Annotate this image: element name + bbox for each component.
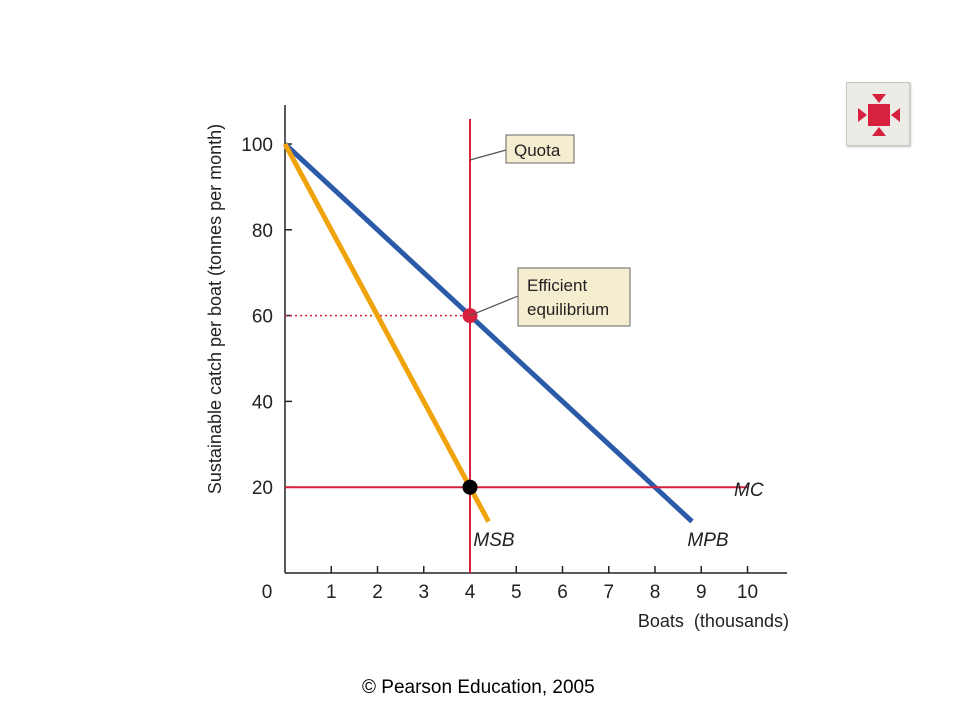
x-tick-label: 3 [418,582,429,603]
x-tick-label: 9 [696,582,707,603]
y-tick-label: 60 [252,307,273,328]
x-tick-label: 4 [465,582,476,603]
x-tick-label: 7 [603,582,614,603]
x-tick-label: 1 [326,582,337,603]
y-tick-label: 40 [252,392,273,413]
quota-callout-text: Quota [514,141,561,160]
efficient-callout-line1: Efficient [527,276,587,295]
market-equilibrium-point [462,479,478,495]
series-label-mpb: MPB [687,530,729,551]
series-line-mpb [283,142,694,524]
quota-callout-box [505,134,575,164]
y-tick-label: 100 [241,135,273,156]
efficient-callout-line2: equilibrium [527,300,609,319]
y-tick-label: 20 [252,478,273,499]
y-tick-label: 80 [252,221,273,242]
quota-leader-line [469,149,507,161]
x-tick-label: 8 [650,582,661,603]
x-tick-label: 5 [511,582,522,603]
y-axis-title: Sustainable catch per boat (tonnes per m… [205,124,225,494]
series-label-mc: MC [734,480,764,501]
x-axis-title: Boats (thousands) [638,611,789,631]
x-tick-label: 0 [262,582,273,603]
x-tick-label: 6 [557,582,568,603]
x-tick-label: 10 [737,582,758,603]
series-line-msb [282,142,491,523]
shrink-view-button[interactable] [846,82,910,146]
shrink-arrows-icon [858,94,900,136]
series-label-msb: MSB [473,530,515,551]
efficient-leader-line [469,295,519,317]
copyright-text: © Pearson Education, 2005 [362,677,595,698]
efficient-callout-box [517,267,631,327]
x-tick-label: 2 [372,582,383,603]
